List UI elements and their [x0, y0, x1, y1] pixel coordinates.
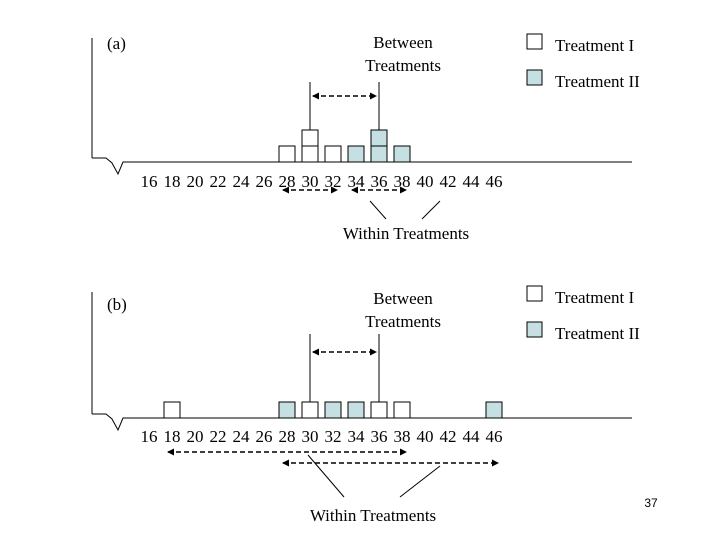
panel-b-treatment1-box-18-0 [163, 401, 181, 419]
panel-a-x-axis [92, 157, 632, 176]
panel-b-tick-18: 18 [164, 427, 181, 446]
panel-a-tick-24: 24 [233, 172, 251, 191]
panel-a-tick-42: 42 [440, 172, 457, 191]
panel-a-treatment2-box-38-0 [393, 145, 411, 163]
panel-a-tick-34: 34 [348, 172, 366, 191]
panel-b-tick-22: 22 [210, 427, 227, 446]
panel-a-tick-32: 32 [325, 172, 342, 191]
panel-a-tick-20: 20 [187, 172, 204, 191]
panel-a-treatment2-box-36-0 [370, 145, 388, 163]
panel-b-between-label-line2: Treatments [365, 312, 441, 331]
panel-b-label: (b) [107, 295, 127, 314]
panel-a-legend-treatment1-swatch [526, 33, 543, 50]
panel-b-legend-treatment2-swatch [526, 321, 543, 338]
panel-b-tick-40: 40 [417, 427, 434, 446]
panel-b-tick-42: 42 [440, 427, 457, 446]
panel-b-tick-30: 30 [302, 427, 319, 446]
panel-a-label: (a) [107, 34, 126, 53]
panel-b-tick-44: 44 [463, 427, 481, 446]
panel-b-tick-26: 26 [256, 427, 273, 446]
panel-a-within-pointer-right [421, 200, 441, 220]
panel-b-tick-24: 24 [233, 427, 251, 446]
panel-b-treatment2-box-34-0 [347, 401, 365, 419]
panel-a-tick-16: 16 [141, 172, 158, 191]
panel-b-treatment1-box-38-0 [393, 401, 411, 419]
panel-b-x-axis [92, 413, 632, 432]
panel-b-tick-34: 34 [348, 427, 366, 446]
panel-b-tick-46: 46 [486, 427, 503, 446]
panel-b-treatment2-box-28-0 [278, 401, 296, 419]
panel-a-tick-46: 46 [486, 172, 503, 191]
panel-b-score-boxes [163, 401, 503, 419]
panel-a-tick-40: 40 [417, 172, 434, 191]
panel-b-within-label: Within Treatments [310, 506, 436, 525]
panel-a-treatment1-box-28-0 [278, 145, 296, 163]
panel-a-treatment2-box-34-0 [347, 145, 365, 163]
panel-a-tick-38: 38 [394, 172, 411, 191]
panel-a-tick-22: 22 [210, 172, 227, 191]
panel-a: (a) Between Treatments Treatment I Treat… [91, 33, 640, 243]
panel-a-tick-36: 36 [371, 172, 388, 191]
panel-a-treatment1-box-32-0 [324, 145, 342, 163]
panel-a-tick-26: 26 [256, 172, 273, 191]
panel-a-score-boxes [278, 129, 411, 163]
panel-b-tick-labels: 16 18 20 22 24 26 28 30 32 34 36 38 40 42 44 46 [141, 427, 503, 446]
panel-b-within-pointer-left [307, 454, 345, 498]
panel-a-within-label: Within Treatments [343, 224, 469, 243]
panel-a-tick-labels: 16 18 20 22 24 26 28 30 32 34 36 38 40 42 44 46 [141, 172, 503, 191]
panel-a-tick-30: 30 [302, 172, 319, 191]
panel-b-legend-treatment1-swatch [526, 285, 543, 302]
panel-a-tick-44: 44 [463, 172, 481, 191]
panel-a-legend-treatment2-swatch [526, 69, 543, 86]
panel-b-treatment2-box-32-0 [324, 401, 342, 419]
panel-b-legend-treatment2-label: Treatment II [555, 324, 640, 343]
panel-b-legend-treatment1-label: Treatment I [555, 288, 635, 307]
panel-b-tick-38: 38 [394, 427, 411, 446]
panel-b-tick-28: 28 [279, 427, 296, 446]
panel-a-legend-treatment1-label: Treatment I [555, 36, 635, 55]
panel-a-tick-28: 28 [279, 172, 296, 191]
panel-b-between-label-line1: Between [373, 289, 433, 308]
panel-b-treatment1-box-30-0 [301, 401, 319, 419]
panel-a-within-pointer-left [369, 200, 387, 220]
panel-b-treatment2-box-46-0 [485, 401, 503, 419]
panel-a-between-label-line2: Treatments [365, 56, 441, 75]
panel-a-tick-18: 18 [164, 172, 181, 191]
panel-b: (b) Between Treatments Treatment I Treat… [91, 285, 640, 525]
panel-b-tick-36: 36 [371, 427, 388, 446]
panel-b-treatment1-box-36-0 [370, 401, 388, 419]
panel-b-tick-20: 20 [187, 427, 204, 446]
panel-a-legend-treatment2-label: Treatment II [555, 72, 640, 91]
panel-b-tick-16: 16 [141, 427, 158, 446]
panel-a-between-label-line1: Between [373, 33, 433, 52]
panel-b-tick-32: 32 [325, 427, 342, 446]
panel-a-treatment1-box-30-1 [301, 129, 319, 147]
panel-a-treatment1-box-30-0 [301, 145, 319, 163]
panel-a-treatment2-box-36-1 [370, 129, 388, 147]
panel-b-within-pointer-right [399, 465, 441, 498]
slide-number: 37 [644, 496, 658, 510]
